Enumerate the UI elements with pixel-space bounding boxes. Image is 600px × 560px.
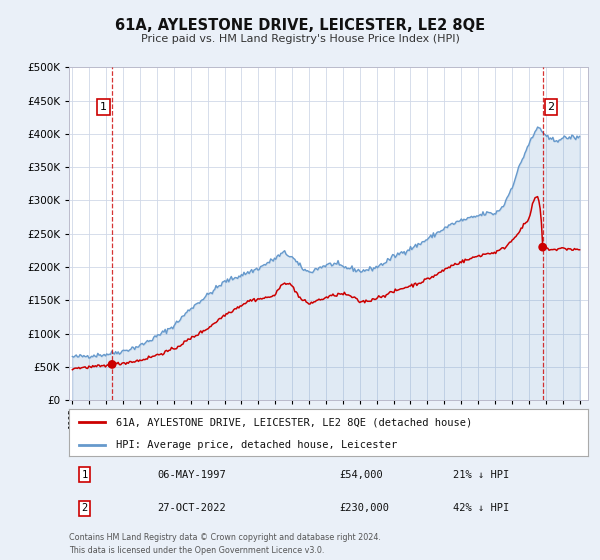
Text: Contains HM Land Registry data © Crown copyright and database right 2024.: Contains HM Land Registry data © Crown c…: [69, 533, 381, 542]
Point: [107, 360, 117, 369]
Text: 61A, AYLESTONE DRIVE, LEICESTER, LE2 8QE (detached house): 61A, AYLESTONE DRIVE, LEICESTER, LE2 8QE…: [116, 417, 472, 427]
Text: 1: 1: [100, 102, 107, 112]
Text: 2: 2: [82, 503, 88, 513]
Text: 06-MAY-1997: 06-MAY-1997: [157, 470, 226, 479]
Text: 27-OCT-2022: 27-OCT-2022: [157, 503, 226, 513]
Point: [538, 242, 547, 251]
Text: HPI: Average price, detached house, Leicester: HPI: Average price, detached house, Leic…: [116, 440, 397, 450]
Text: 61A, AYLESTONE DRIVE, LEICESTER, LE2 8QE: 61A, AYLESTONE DRIVE, LEICESTER, LE2 8QE: [115, 18, 485, 33]
Text: 42% ↓ HPI: 42% ↓ HPI: [453, 503, 509, 513]
Text: 2: 2: [548, 102, 555, 112]
Text: £230,000: £230,000: [339, 503, 389, 513]
Text: 21% ↓ HPI: 21% ↓ HPI: [453, 470, 509, 479]
Text: £54,000: £54,000: [339, 470, 383, 479]
Text: Price paid vs. HM Land Registry's House Price Index (HPI): Price paid vs. HM Land Registry's House …: [140, 34, 460, 44]
Text: 1: 1: [82, 470, 88, 479]
Text: This data is licensed under the Open Government Licence v3.0.: This data is licensed under the Open Gov…: [69, 546, 325, 555]
